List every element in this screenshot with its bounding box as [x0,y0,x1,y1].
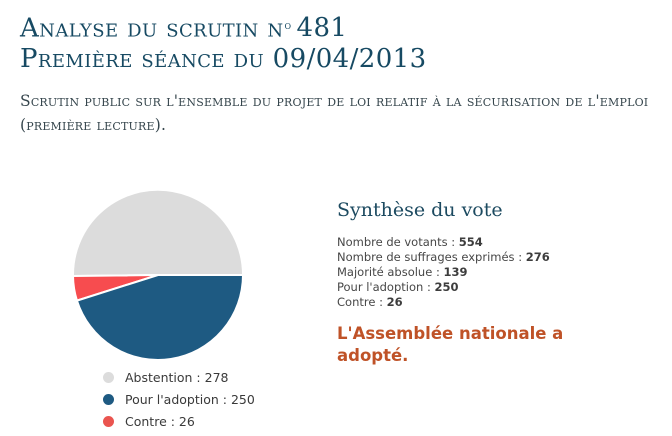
stat-majorite: Majorité absolue : 139 [337,265,597,280]
legend-item-pour: Pour l'adoption : 250 [103,388,255,410]
stat-majorite-label: Majorité absolue : [337,265,440,279]
pie-chart [72,188,245,361]
legend-item-abstention: Abstention : 278 [103,366,255,388]
legend-label-pour: Pour l'adoption : 250 [125,391,255,407]
legend-item-contre: Contre : 26 [103,410,255,432]
pie-slice-abstention [72,188,245,277]
stat-votants-value: 554 [458,235,483,249]
stat-exprimes-label: Nombre de suffrages exprimés : [337,250,523,264]
stat-pour-value: 250 [434,280,459,294]
stat-exprimes: Nombre de suffrages exprimés : 276 [337,250,597,265]
vote-summary: Synthèse du vote Nombre de votants : 554… [337,198,597,367]
vote-stats: Nombre de votants : 554 Nombre de suffra… [337,235,597,310]
stat-pour-label: Pour l'adoption : [337,280,431,294]
scrutin-description: Scrutin public sur l'ensemble du projet … [20,92,649,134]
legend-dot-contre-icon [103,415,114,427]
page-title: Analyse du scrutin no 481 Première séance… [20,10,427,75]
legend-dot-abstention-icon [103,371,114,383]
pie-slice-pour-l-adoption [75,274,244,361]
legend-label-contre: Contre : 26 [125,413,195,429]
legend-dot-pour-icon [103,393,114,405]
stat-votants-label: Nombre de votants : [337,235,456,249]
stat-majorite-value: 139 [443,265,468,279]
stat-exprimes-value: 276 [525,250,550,264]
stat-pour: Pour l'adoption : 250 [337,280,597,295]
title-line-2: Première séance du 09/04/2013 [20,44,427,75]
title-ordinal: o [284,18,292,32]
stat-votants: Nombre de votants : 554 [337,235,597,250]
legend-label-abstention: Abstention : 278 [125,369,229,385]
title-number: 481 [296,13,348,44]
title-prefix: Analyse du scrutin n [20,13,284,44]
stat-contre-value: 26 [386,295,403,309]
stat-contre: Contre : 26 [337,295,597,310]
result-message: L'Assemblée nationale a adopté. [337,324,564,365]
title-line-1: Analyse du scrutin no 481 [20,10,427,44]
summary-heading: Synthèse du vote [337,199,503,221]
pie-legend: Abstention : 278 Pour l'adoption : 250 C… [103,366,255,432]
stat-contre-label: Contre : [337,295,383,309]
